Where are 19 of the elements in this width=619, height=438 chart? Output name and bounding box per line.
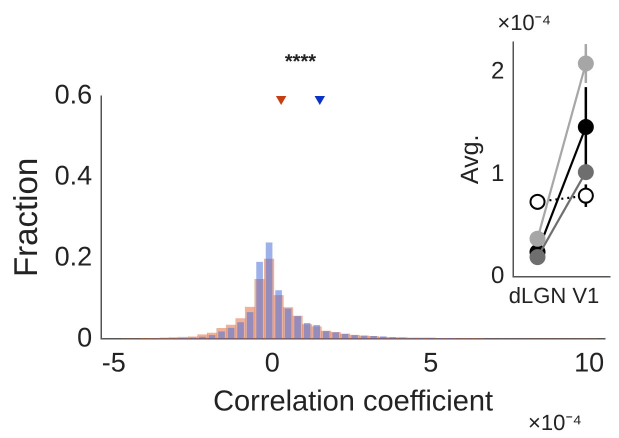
x-tick-label: 0: [264, 347, 280, 378]
text: ×10⁻⁴: [528, 410, 582, 435]
y-tick-label: 0: [490, 262, 504, 290]
y-tick-label: 0.2: [54, 241, 92, 272]
y-tick-label: 0: [77, 322, 92, 352]
y-tick-label: 0.6: [54, 79, 92, 110]
y-axis-title: Avg.: [456, 134, 484, 184]
text: ****: [284, 51, 316, 73]
x-tick-label: 10: [574, 347, 604, 378]
x-tick-label: V1: [572, 282, 600, 308]
x-tick-label: -5: [102, 347, 126, 378]
y-tick-label: 2: [490, 57, 504, 84]
x-axis-title: Correlation coefficient: [213, 386, 494, 418]
y-tick-label: 0.4: [54, 160, 92, 190]
x-tick-label: 5: [423, 347, 438, 378]
x-tick-label: dLGN: [508, 282, 566, 308]
y-tick-label: 1: [490, 160, 504, 187]
text: ×10⁻⁴: [497, 10, 552, 35]
y-axis-title: Fraction: [6, 158, 44, 278]
